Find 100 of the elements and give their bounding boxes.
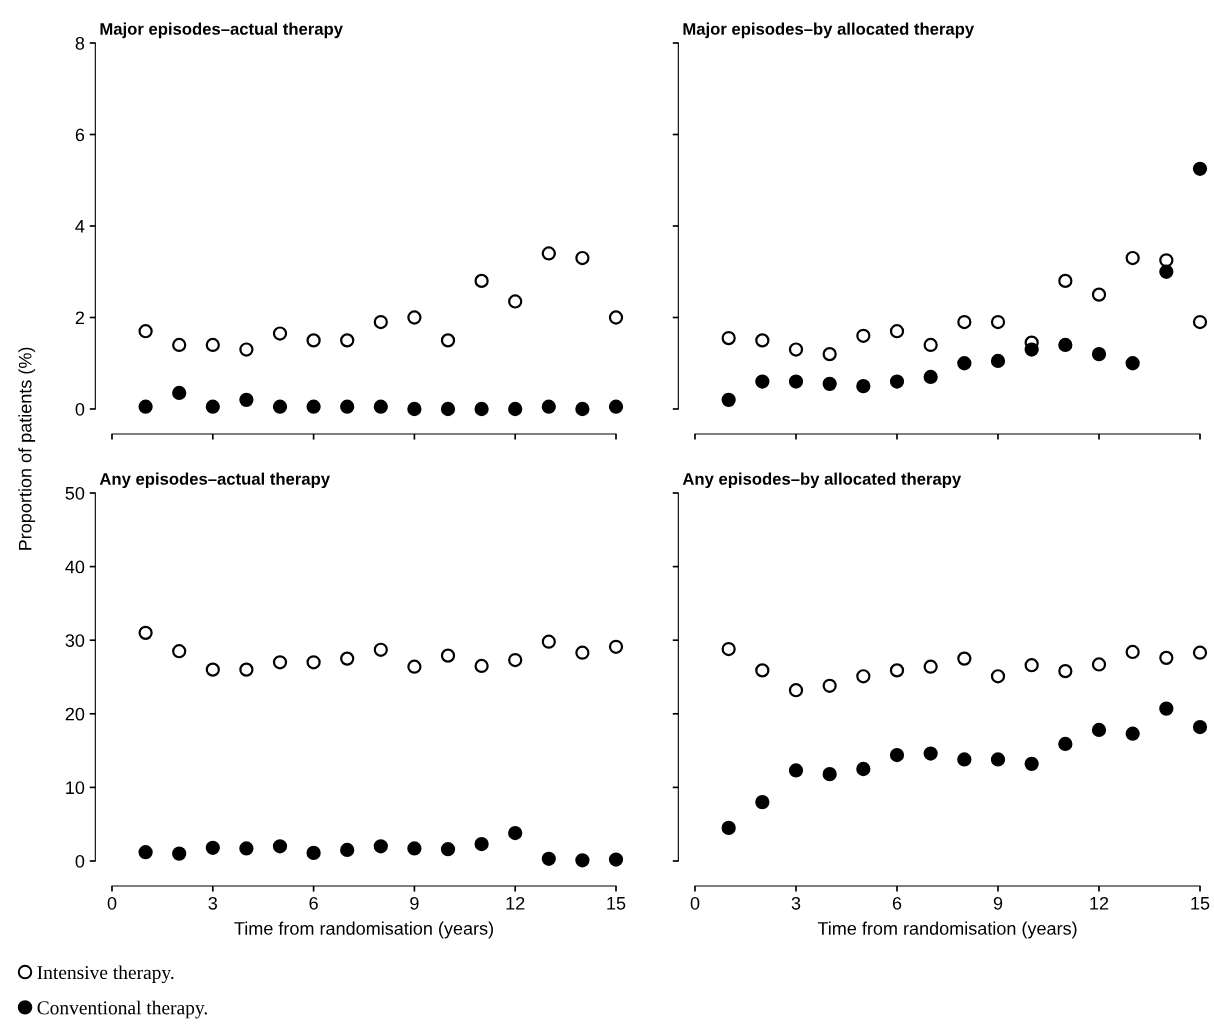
point: [788, 342, 804, 357]
point: [306, 655, 321, 670]
chart-title: Major episodes–actual therapy: [100, 22, 343, 39]
y-tick-label: 8: [75, 36, 85, 50]
point: [239, 342, 254, 357]
point: [373, 642, 388, 657]
point: [474, 836, 489, 852]
x-tick-label: 15: [1191, 897, 1210, 910]
point: [1125, 644, 1140, 660]
y-tick-label: 20: [65, 707, 85, 721]
point: [541, 246, 556, 261]
point: [856, 328, 871, 343]
point: [1125, 726, 1140, 741]
point: [1024, 756, 1039, 771]
point: [822, 767, 837, 782]
point: [306, 399, 321, 414]
point: [721, 330, 736, 346]
point: [306, 845, 321, 861]
point: [172, 337, 187, 353]
point: [822, 678, 837, 693]
y-tick-label: 30: [65, 634, 85, 647]
point: [856, 379, 871, 394]
point: [608, 852, 624, 867]
point: [721, 641, 736, 657]
point: [990, 353, 1006, 369]
point: [440, 401, 456, 417]
x-tick-label: 9: [410, 896, 419, 910]
point: [373, 314, 388, 330]
point: [889, 374, 905, 389]
point: [407, 841, 422, 856]
point: [272, 326, 288, 341]
point: [138, 399, 153, 414]
point: [575, 401, 590, 417]
point: [822, 346, 837, 362]
point: [205, 840, 220, 855]
point: [889, 747, 905, 763]
y-tick-label: 2: [75, 311, 85, 325]
point: [957, 314, 972, 330]
point: [1058, 273, 1073, 289]
point: [721, 392, 736, 407]
point: [923, 746, 938, 761]
point: [508, 652, 523, 668]
point: [474, 401, 489, 417]
point: [306, 333, 321, 348]
point: [990, 314, 1006, 330]
point: [608, 310, 624, 325]
point: [957, 356, 972, 371]
x-tick-label: 3: [791, 896, 801, 910]
point: [1192, 314, 1208, 330]
point: [340, 333, 355, 348]
point: [508, 401, 523, 417]
x-tick-label: 15: [607, 897, 626, 910]
point: [272, 839, 288, 854]
point: [239, 662, 254, 677]
point: [373, 399, 388, 414]
point: [990, 752, 1006, 767]
point: [788, 683, 804, 698]
point: [1091, 722, 1107, 738]
point: [205, 662, 220, 677]
point: [474, 658, 489, 674]
point: [1159, 253, 1174, 268]
point: [889, 663, 905, 678]
point: [373, 839, 388, 854]
point: [239, 392, 254, 407]
point: [205, 399, 220, 414]
point: [1091, 287, 1107, 302]
point: [1058, 337, 1073, 353]
point: [407, 401, 422, 417]
point: [1192, 161, 1208, 176]
point: [340, 842, 355, 858]
legend-label: Intensive therapy.: [37, 965, 174, 984]
y-tick-label: 40: [65, 560, 85, 574]
y-tick-label: 4: [75, 220, 85, 233]
point: [272, 399, 288, 414]
point: [1125, 356, 1140, 371]
point: [788, 763, 804, 778]
point: [1159, 701, 1174, 716]
point: [172, 385, 187, 401]
point: [1159, 650, 1174, 665]
point: [608, 399, 624, 414]
point: [990, 669, 1006, 684]
point: [788, 374, 804, 389]
point: [1091, 657, 1107, 672]
point: [508, 294, 523, 309]
point: [474, 273, 489, 289]
point: [755, 333, 770, 348]
y-tick-label: 10: [66, 781, 85, 795]
point: [923, 659, 938, 674]
point: [541, 634, 556, 649]
y-axis-title: Proportion of patients (%): [18, 347, 36, 550]
x-tick-label: 3: [208, 896, 218, 910]
legend-label: Conventional therapy.: [37, 1000, 207, 1019]
y-tick-label: 6: [75, 128, 85, 142]
point: [138, 625, 153, 640]
chart-title: Any episodes–by allocated therapy: [682, 472, 962, 489]
point: [440, 842, 456, 857]
point: [923, 337, 938, 353]
point: [856, 761, 871, 777]
point: [1091, 346, 1107, 362]
chart-title: Major episodes–by allocated therapy: [683, 22, 975, 39]
